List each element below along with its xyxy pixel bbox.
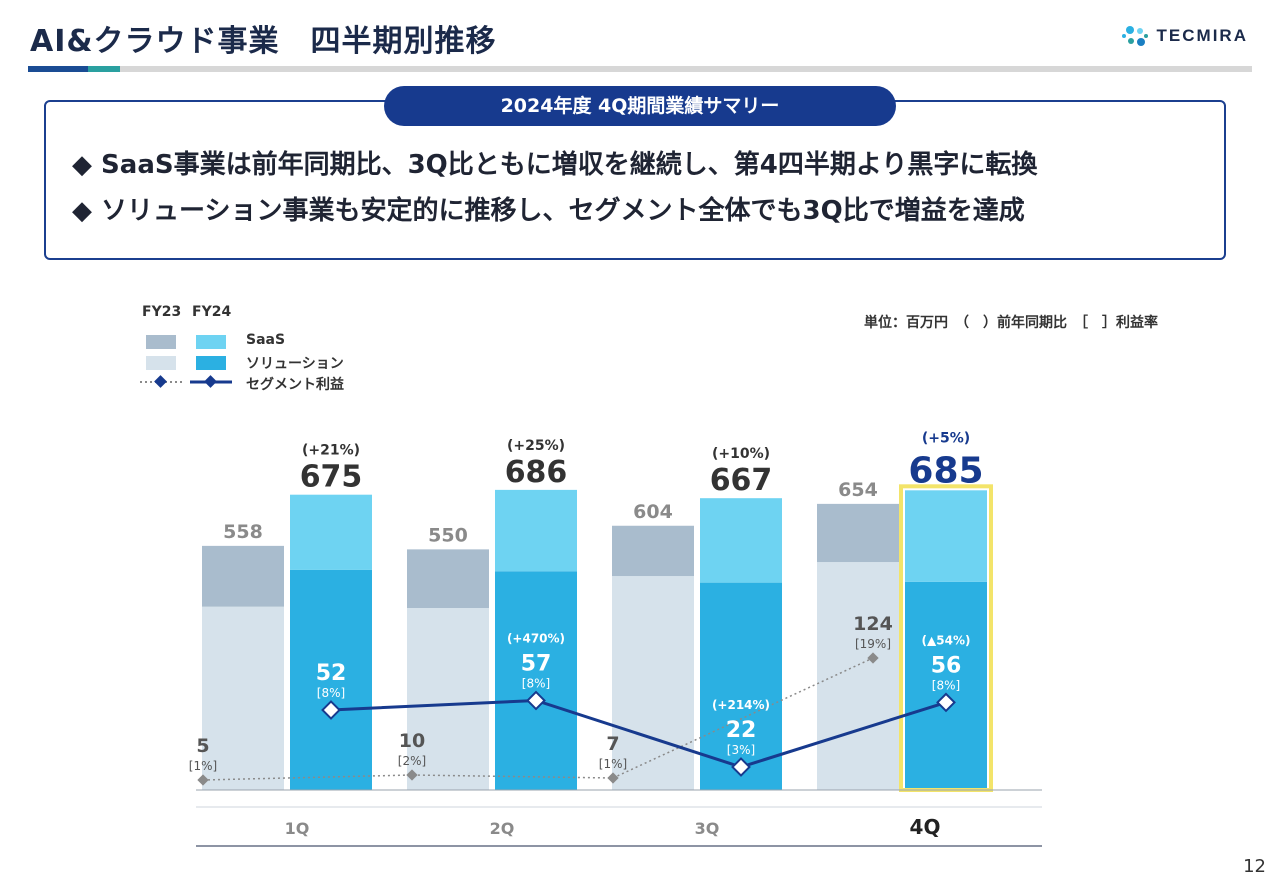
bar-fy23-saas — [817, 503, 899, 563]
bar-fy24-saas — [495, 489, 577, 572]
label-fy24-total: 685 — [908, 450, 983, 491]
label-fy23-profit: 5 — [196, 735, 209, 757]
legend-swatch-fy24-solution — [196, 356, 226, 370]
label-fy23-margin: [1%] — [189, 759, 217, 773]
bar-fy24-saas — [905, 490, 987, 582]
label-fy24-profit: 57 — [521, 652, 552, 677]
category-label: 3Q — [695, 819, 720, 838]
bar-fy23-solution — [817, 562, 899, 790]
label-fy23-total: 604 — [633, 501, 673, 523]
unit-note: 単位：百万円 （ ）前年同期比 ［ ］利益率 — [864, 315, 1158, 331]
label-fy23-margin: [1%] — [599, 757, 627, 771]
bar-fy23-solution — [202, 606, 284, 790]
label-fy24-yoy: (+21%) — [302, 443, 360, 459]
label-fy23-profit: 124 — [853, 613, 893, 635]
page-number: 12 — [1243, 856, 1266, 877]
company-logo: TECMIRA — [1121, 22, 1248, 50]
label-fy24-margin: [3%] — [727, 743, 755, 757]
legend-swatch-fy23-saas — [146, 335, 176, 349]
category-label: 2Q — [490, 819, 515, 838]
bar-fy24-saas — [290, 494, 372, 570]
bar-fy24-saas — [700, 498, 782, 583]
summary-bullet-2: ◆ ソリューション事業も安定的に推移し、セグメント全体でも3Q比で増益を達成 — [72, 196, 1025, 226]
legend-swatch-fy24-saas — [196, 335, 226, 349]
label-fy23-total: 550 — [428, 524, 468, 546]
bar-fy24-solution — [290, 569, 372, 790]
label-fy24-profit-yoy: (▲54%) — [922, 633, 971, 647]
label-fy23-profit: 10 — [399, 730, 425, 752]
legend-fy24: FY24 — [192, 304, 232, 320]
label-fy24-margin: [8%] — [522, 677, 550, 691]
label-fy23-total: 558 — [223, 521, 263, 543]
bar-fy24-solution — [700, 582, 782, 790]
marker-fy24-profit — [321, 700, 341, 720]
label-fy24-margin: [8%] — [317, 686, 345, 700]
label-fy24-margin: [8%] — [932, 678, 960, 692]
label-fy24-profit-yoy: (+470%) — [507, 632, 565, 646]
label-fy24-yoy: (+5%) — [922, 430, 970, 446]
label-fy24-total: 686 — [505, 455, 568, 490]
bar-fy23-solution — [407, 608, 489, 790]
label-fy24-yoy: (+10%) — [712, 446, 770, 462]
bar-fy24-solution — [495, 571, 577, 790]
legend-swatch-fy23-solution — [146, 356, 176, 370]
summary-bullet-1: ◆ SaaS事業は前年同期比、3Q比ともに増収を継続し、第4四半期より黒字に転換 — [72, 150, 1038, 180]
bar-fy23-saas — [407, 549, 489, 608]
legend-label-solution: ソリューション — [246, 356, 344, 372]
marker-fy24-profit — [936, 692, 956, 713]
category-label: 4Q — [910, 815, 941, 839]
page-title: AI&クラウド事業 四半期別推移 — [30, 24, 497, 59]
marker-fy23-profit — [406, 769, 418, 781]
tecmira-logo-icon — [1121, 22, 1149, 50]
legend-fy23: FY23 — [142, 304, 182, 320]
label-fy24-total: 667 — [710, 463, 773, 498]
marker-fy24-profit — [731, 757, 751, 777]
marker-fy23-profit — [867, 652, 879, 664]
logo-text: TECMIRA — [1156, 26, 1248, 45]
bar-fy23-saas — [612, 525, 694, 577]
title-underline — [28, 66, 1252, 72]
summary-heading: 2024年度 4Q期間業績サマリー — [384, 86, 896, 126]
label-fy24-total: 675 — [300, 460, 363, 495]
bar-fy23-saas — [202, 545, 284, 607]
label-fy23-margin: [2%] — [398, 754, 426, 768]
label-fy24-profit: 22 — [726, 718, 757, 743]
legend-label-saas: SaaS — [246, 332, 286, 348]
legend-label-profit: セグメント利益 — [246, 377, 344, 393]
label-fy24-yoy: (+25%) — [507, 438, 565, 454]
label-fy24-profit: 52 — [316, 661, 347, 686]
label-fy24-profit-yoy: (+214%) — [712, 698, 770, 712]
line-fy24-profit — [330, 698, 947, 769]
label-fy23-total: 654 — [838, 479, 878, 501]
category-label: 1Q — [285, 819, 310, 838]
bar-fy24-solution — [905, 581, 987, 790]
label-fy23-margin: [19%] — [855, 637, 891, 651]
marker-fy23-profit — [197, 774, 209, 786]
bar-fy23-solution — [612, 576, 694, 790]
label-fy24-profit: 56 — [931, 653, 962, 678]
label-fy23-profit: 7 — [606, 733, 619, 755]
marker-fy24-profit — [526, 690, 546, 711]
marker-fy23-profit — [607, 772, 619, 784]
